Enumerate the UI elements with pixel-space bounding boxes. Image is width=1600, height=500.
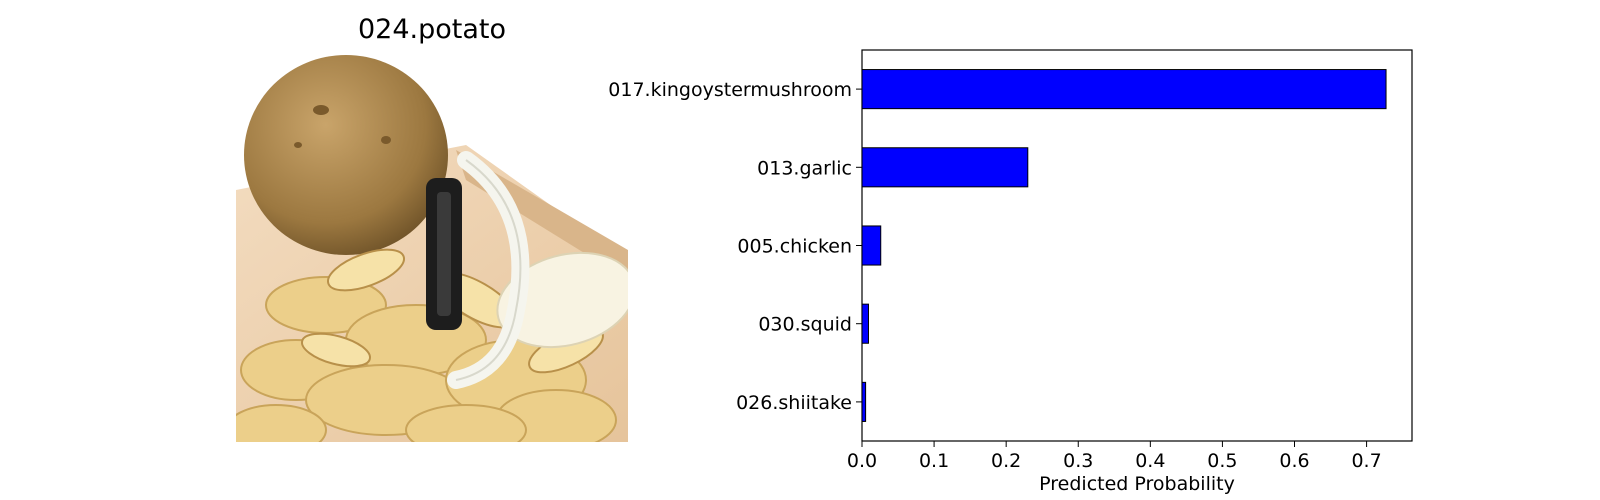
x-tick-label: 0.7	[1351, 450, 1381, 472]
y-tick-label: 017.kingoystermushroom	[608, 79, 852, 101]
potato-peeler-illustration	[236, 50, 628, 442]
bar-017.kingoystermushroom	[861, 69, 1387, 110]
food-photo	[236, 50, 628, 442]
x-tick-label: 0.1	[919, 450, 949, 472]
bar-013.garlic	[861, 147, 1029, 188]
x-tick-label: 0.4	[1135, 450, 1165, 472]
x-tick-label: 0.2	[991, 450, 1021, 472]
y-tick-label: 005.chicken	[737, 236, 852, 258]
x-axis-label: Predicted Probability	[1039, 473, 1235, 495]
image-title: 024.potato	[357, 14, 506, 45]
bar-005.chicken	[861, 225, 882, 266]
x-tick-label: 0.5	[1207, 450, 1237, 472]
y-tick-label: 030.squid	[758, 314, 852, 336]
plot-frame	[861, 49, 1413, 442]
x-tick-label: 0.3	[1063, 450, 1093, 472]
y-tick-label: 026.shiitake	[736, 392, 852, 414]
y-tick-label: 013.garlic	[757, 157, 852, 179]
bar-030.squid	[861, 303, 869, 344]
bar-026.shiitake	[861, 381, 867, 422]
x-tick-label: 0.6	[1279, 450, 1309, 472]
x-tick-label: 0.0	[847, 450, 877, 472]
